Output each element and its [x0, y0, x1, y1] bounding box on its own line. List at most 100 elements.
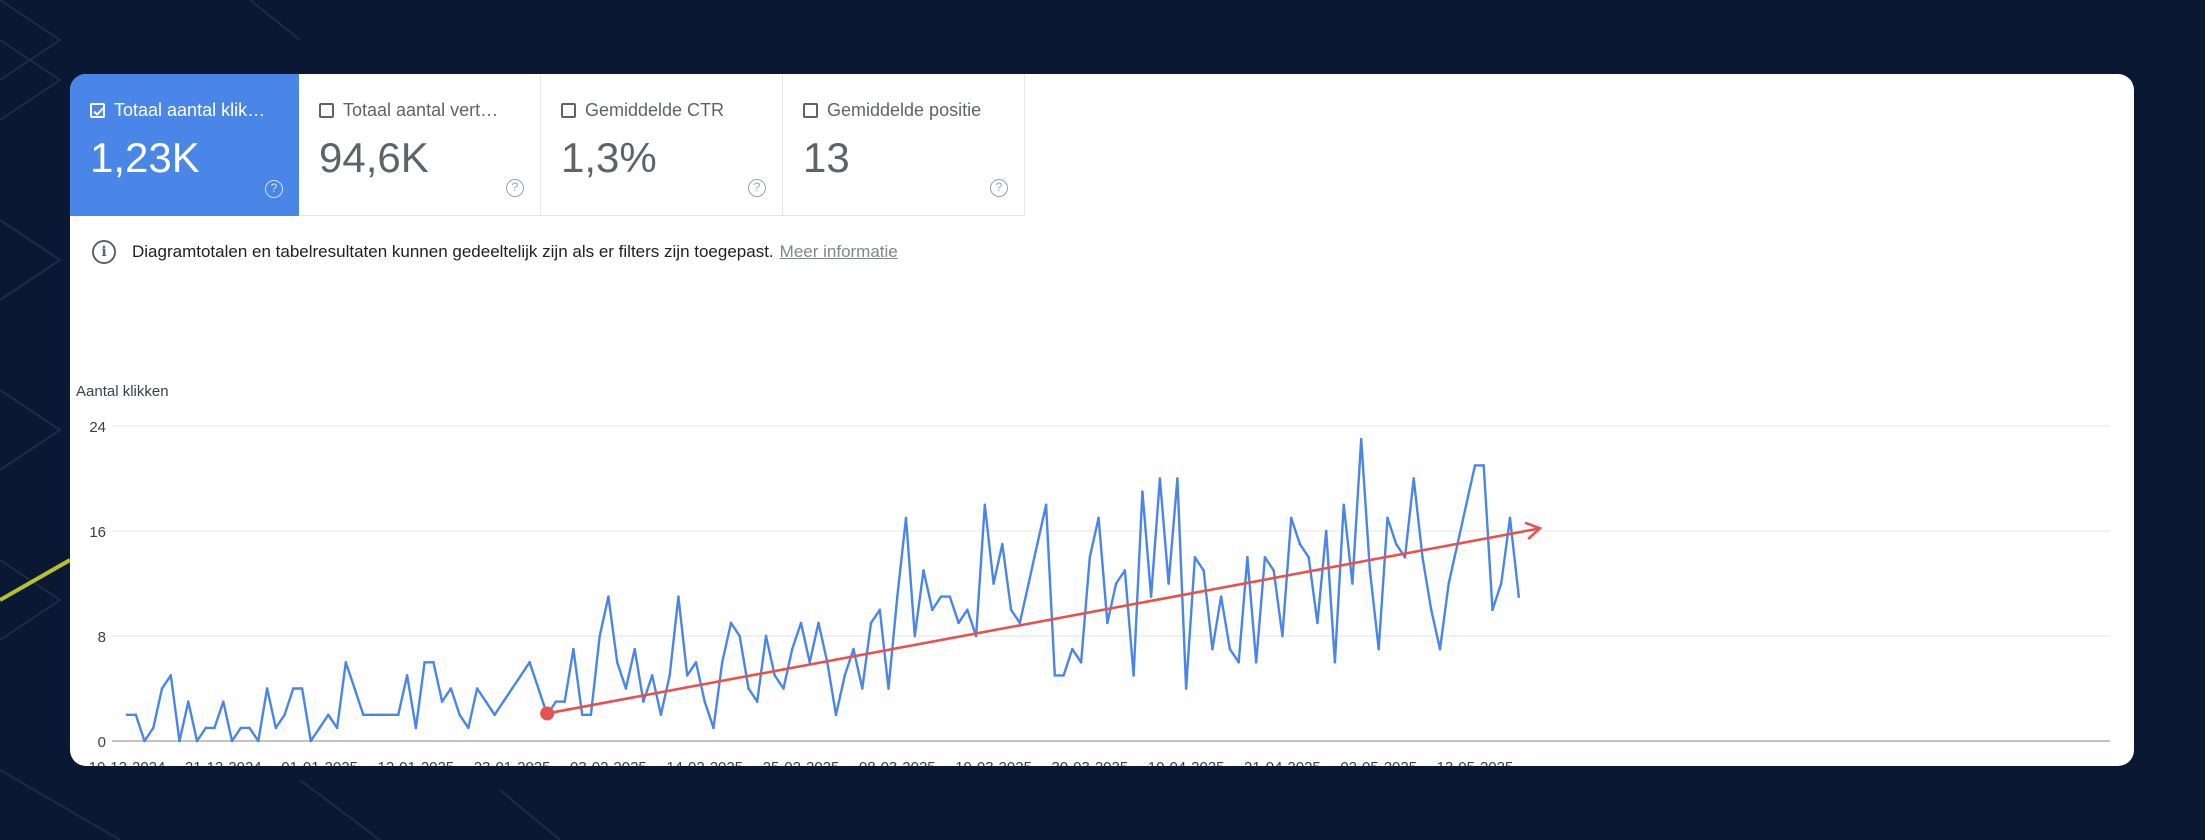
data-point — [432, 660, 435, 664]
data-point — [160, 687, 164, 690]
help-icon[interactable]: ? — [506, 179, 524, 197]
data-point — [974, 634, 978, 638]
x-tick-label: 08-03-2025 — [859, 759, 936, 766]
data-point — [755, 700, 759, 703]
metric-value: 13 — [803, 134, 850, 181]
data-point — [1499, 582, 1503, 585]
data-point — [1079, 660, 1083, 664]
data-point — [1359, 437, 1363, 441]
data-point — [1158, 477, 1162, 480]
data-point — [221, 700, 225, 703]
checkbox-unchecked-icon[interactable] — [803, 103, 818, 118]
data-point — [624, 687, 628, 690]
data-point — [1193, 555, 1197, 559]
data-point — [362, 713, 365, 717]
metric-tabs: Totaal aantal klik… 1,23K ? Totaal aanta… — [70, 74, 1025, 216]
data-point — [992, 582, 995, 585]
y-tick-label: 0 — [98, 734, 106, 751]
x-tick-label: 14-02-2025 — [666, 759, 743, 766]
data-point — [1386, 516, 1389, 520]
data-point — [528, 660, 531, 664]
data-point — [125, 713, 129, 717]
data-point — [519, 674, 523, 677]
data-point — [1447, 582, 1451, 585]
metric-value: 1,3% — [561, 134, 657, 181]
data-point — [904, 516, 908, 520]
y-tick-label: 24 — [89, 419, 106, 436]
data-point — [283, 713, 286, 717]
data-point — [1508, 516, 1512, 520]
help-icon[interactable]: ? — [990, 179, 1008, 197]
data-point — [475, 687, 479, 690]
metric-value: 1,23K — [90, 134, 200, 181]
data-point — [1141, 490, 1144, 493]
data-point — [1333, 660, 1337, 664]
metric-average-position[interactable]: Gemiddelde positie 13 ? — [783, 74, 1025, 216]
data-point — [1254, 660, 1258, 664]
data-point — [642, 700, 645, 703]
data-point — [178, 739, 181, 743]
data-point — [1246, 555, 1249, 559]
checkbox-unchecked-icon[interactable] — [319, 103, 334, 118]
data-point — [537, 687, 540, 690]
data-point — [1202, 569, 1205, 572]
data-point — [834, 713, 838, 717]
data-point — [1517, 595, 1521, 598]
data-point — [703, 700, 707, 703]
data-point — [1009, 608, 1013, 612]
data-point — [423, 660, 426, 664]
data-point — [1149, 595, 1153, 598]
data-point — [256, 739, 260, 743]
data-point — [869, 621, 873, 625]
data-point — [1132, 674, 1135, 677]
data-point — [922, 569, 925, 572]
data-point — [1211, 647, 1214, 651]
data-point — [493, 713, 496, 717]
data-point — [1001, 542, 1004, 546]
data-point — [572, 647, 575, 651]
data-point — [1438, 647, 1442, 651]
data-point — [414, 726, 418, 730]
metric-average-ctr[interactable]: Gemiddelde CTR 1,3% ? — [541, 74, 783, 216]
data-point — [169, 674, 173, 677]
data-point — [1228, 647, 1232, 651]
data-point — [615, 660, 619, 664]
checkbox-unchecked-icon[interactable] — [561, 103, 576, 118]
data-point — [895, 595, 899, 598]
data-point — [738, 634, 742, 638]
checkbox-checked-icon[interactable] — [90, 103, 105, 118]
metric-label: Gemiddelde CTR — [585, 100, 725, 120]
metric-value: 94,6K — [319, 134, 429, 181]
data-point — [659, 713, 663, 717]
data-point — [852, 647, 855, 651]
help-icon[interactable]: ? — [748, 179, 766, 197]
trend-start-dot — [540, 706, 555, 721]
data-point — [327, 713, 330, 717]
data-point — [782, 687, 785, 690]
data-point — [808, 660, 812, 664]
metric-total-clicks[interactable]: Totaal aantal klik… 1,23K ? — [70, 74, 299, 216]
data-point — [790, 647, 794, 651]
data-point — [344, 660, 348, 664]
data-point — [607, 595, 610, 598]
data-point — [1368, 569, 1372, 572]
data-point — [300, 687, 304, 690]
data-point — [1403, 555, 1407, 559]
data-point — [143, 739, 146, 743]
data-point — [1036, 542, 1039, 546]
metric-total-impressions[interactable]: Totaal aantal vert… 94,6K ? — [299, 74, 541, 216]
data-point — [151, 726, 155, 730]
data-point — [799, 621, 803, 625]
x-tick-label: 02-05-2025 — [1340, 759, 1417, 766]
data-point — [309, 739, 313, 743]
trend-line — [546, 527, 1541, 715]
data-point — [1464, 503, 1468, 507]
data-point — [134, 713, 138, 717]
data-point — [1018, 621, 1022, 625]
help-icon[interactable]: ? — [265, 180, 283, 198]
data-point — [502, 700, 505, 703]
data-point — [1298, 542, 1302, 546]
more-info-link[interactable]: Meer informatie — [779, 242, 898, 261]
data-point — [887, 687, 890, 690]
data-point — [1088, 555, 1092, 559]
